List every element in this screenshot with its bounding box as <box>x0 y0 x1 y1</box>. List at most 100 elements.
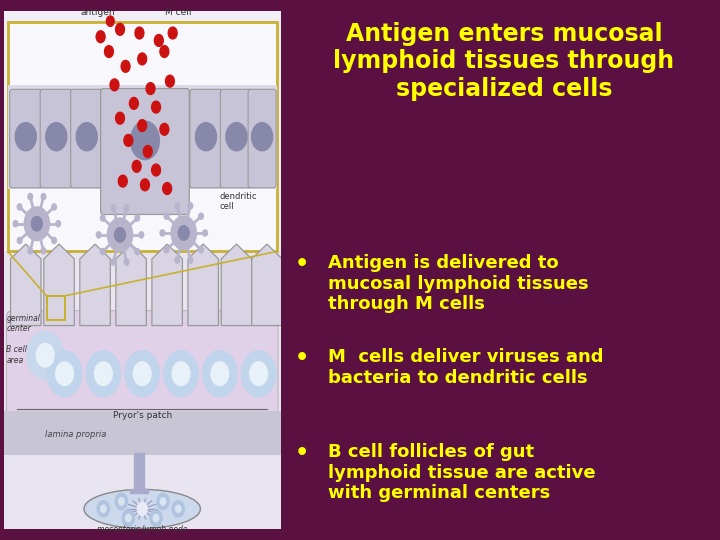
Circle shape <box>107 16 114 26</box>
Circle shape <box>17 204 22 210</box>
Circle shape <box>121 60 130 72</box>
Circle shape <box>94 362 112 386</box>
Circle shape <box>164 213 169 219</box>
Circle shape <box>13 221 18 227</box>
Circle shape <box>203 230 207 236</box>
Circle shape <box>125 205 129 211</box>
Text: antigen: antigen <box>81 8 115 17</box>
FancyBboxPatch shape <box>40 89 72 188</box>
FancyBboxPatch shape <box>101 89 189 214</box>
Polygon shape <box>116 244 146 326</box>
Circle shape <box>150 510 162 526</box>
Circle shape <box>116 23 125 35</box>
Text: •: • <box>295 443 310 463</box>
FancyBboxPatch shape <box>9 89 42 188</box>
Circle shape <box>226 123 247 151</box>
Text: M  cells deliver viruses and
bacteria to dendritic cells: M cells deliver viruses and bacteria to … <box>328 348 603 387</box>
Circle shape <box>110 79 119 91</box>
Text: Antigen enters mucosal
lymphoid tissues through
specialized cells: Antigen enters mucosal lymphoid tissues … <box>333 22 675 101</box>
Circle shape <box>154 35 163 46</box>
Bar <box>134 453 143 492</box>
Circle shape <box>152 164 161 176</box>
Circle shape <box>133 362 151 386</box>
Circle shape <box>96 232 101 238</box>
Circle shape <box>168 27 177 39</box>
FancyBboxPatch shape <box>8 85 276 188</box>
Circle shape <box>164 247 169 253</box>
Text: •: • <box>295 254 310 274</box>
Circle shape <box>164 350 198 397</box>
Circle shape <box>130 97 138 109</box>
Circle shape <box>125 350 159 397</box>
Circle shape <box>153 515 159 522</box>
Circle shape <box>179 226 189 240</box>
Bar <box>130 489 148 493</box>
FancyBboxPatch shape <box>4 11 281 529</box>
Circle shape <box>199 247 203 253</box>
Circle shape <box>135 27 144 39</box>
Circle shape <box>195 123 217 151</box>
Circle shape <box>32 217 42 231</box>
Circle shape <box>101 505 106 512</box>
Circle shape <box>56 221 60 227</box>
Circle shape <box>15 123 36 151</box>
Circle shape <box>107 218 132 252</box>
Circle shape <box>116 112 125 124</box>
FancyBboxPatch shape <box>220 89 253 188</box>
Circle shape <box>111 259 116 265</box>
Circle shape <box>202 350 237 397</box>
Text: •: • <box>295 348 310 368</box>
Circle shape <box>104 45 113 57</box>
Text: germinal
center: germinal center <box>6 314 40 333</box>
Text: B cell follicles of gut
lymphoid tissue are active
with germinal centers: B cell follicles of gut lymphoid tissue … <box>328 443 595 502</box>
Circle shape <box>36 343 54 367</box>
Circle shape <box>188 257 193 263</box>
Circle shape <box>176 505 181 512</box>
Circle shape <box>41 248 46 254</box>
Circle shape <box>188 202 193 209</box>
Polygon shape <box>221 244 252 326</box>
FancyBboxPatch shape <box>4 252 281 529</box>
Polygon shape <box>44 244 74 326</box>
Circle shape <box>132 160 141 172</box>
Circle shape <box>171 216 197 250</box>
Circle shape <box>55 362 73 386</box>
FancyBboxPatch shape <box>71 89 103 188</box>
Text: dendritic
cell: dendritic cell <box>220 192 257 211</box>
Text: Antigen is delivered to
mucosal lymphoid tissues
through M cells: Antigen is delivered to mucosal lymphoid… <box>328 254 588 313</box>
Circle shape <box>130 121 159 160</box>
Circle shape <box>250 362 268 386</box>
Circle shape <box>172 501 184 517</box>
Circle shape <box>241 350 276 397</box>
Polygon shape <box>152 244 182 326</box>
Circle shape <box>97 501 109 517</box>
Circle shape <box>140 179 150 191</box>
Circle shape <box>114 227 125 242</box>
Circle shape <box>115 493 127 510</box>
Circle shape <box>118 175 127 187</box>
Polygon shape <box>188 244 218 326</box>
Circle shape <box>17 238 22 244</box>
Circle shape <box>76 123 97 151</box>
Circle shape <box>138 120 147 132</box>
FancyBboxPatch shape <box>6 310 278 418</box>
Circle shape <box>135 248 140 255</box>
Circle shape <box>157 493 169 510</box>
Circle shape <box>100 248 105 255</box>
Circle shape <box>125 259 129 265</box>
Circle shape <box>152 101 161 113</box>
Circle shape <box>100 215 105 221</box>
Circle shape <box>211 362 229 386</box>
Circle shape <box>138 502 147 516</box>
Circle shape <box>175 202 179 209</box>
Circle shape <box>52 238 56 244</box>
Text: Pryor's patch: Pryor's patch <box>112 411 172 420</box>
Text: M cell: M cell <box>165 8 192 17</box>
Circle shape <box>160 45 168 57</box>
Circle shape <box>48 350 82 397</box>
Circle shape <box>52 204 56 210</box>
Circle shape <box>24 207 50 240</box>
Circle shape <box>146 83 155 94</box>
Circle shape <box>251 123 273 151</box>
Circle shape <box>199 213 203 219</box>
